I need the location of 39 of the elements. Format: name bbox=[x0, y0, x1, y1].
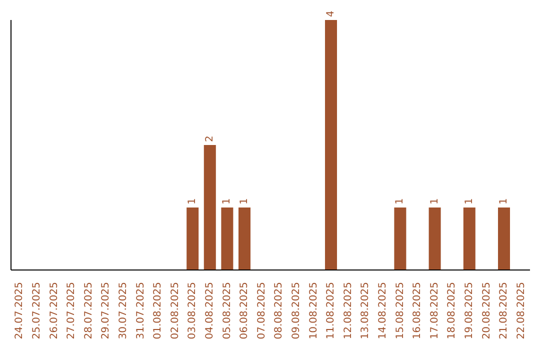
data-label: 1 bbox=[394, 198, 406, 204]
x-tick-label: 26.07.2025 bbox=[48, 282, 60, 340]
data-label: 4 bbox=[325, 10, 336, 17]
x-tick-label: 30.07.2025 bbox=[118, 282, 129, 340]
x-tick-label: 18.08.2025 bbox=[446, 282, 458, 340]
x-tick-label: 03.08.2025 bbox=[187, 282, 198, 340]
data-label: 1 bbox=[238, 198, 250, 204]
x-tick-label: 27.07.2025 bbox=[66, 282, 78, 340]
x-tick-label: 02.08.2025 bbox=[170, 282, 181, 340]
x-tick-label: 21.08.2025 bbox=[498, 282, 510, 340]
x-tick-label: 17.08.2025 bbox=[429, 282, 440, 340]
x-tick-label: 10.08.2025 bbox=[308, 282, 320, 340]
x-tick-label: 09.08.2025 bbox=[290, 282, 302, 340]
x-tick-label: 31.07.2025 bbox=[135, 282, 146, 340]
data-label: 1 bbox=[464, 198, 475, 204]
x-tick-label: 19.08.2025 bbox=[464, 282, 475, 340]
data-label: 1 bbox=[187, 198, 198, 204]
x-tick-label: 13.08.2025 bbox=[360, 282, 372, 340]
data-label: 1 bbox=[222, 198, 233, 204]
x-tick-label: 20.08.2025 bbox=[481, 282, 492, 340]
x-tick-label: 06.08.2025 bbox=[239, 282, 250, 340]
x-tick-label: 15.08.2025 bbox=[394, 282, 406, 340]
x-tick-label: 25.07.2025 bbox=[31, 282, 42, 340]
data-label: 1 bbox=[498, 198, 510, 204]
x-tick-label: 16.08.2025 bbox=[412, 282, 424, 340]
x-tick-label: 07.08.2025 bbox=[256, 282, 268, 340]
x-tick-label: 28.07.2025 bbox=[83, 282, 94, 340]
x-tick-label: 11.08.2025 bbox=[326, 282, 337, 340]
x-tick-label: 22.08.2025 bbox=[516, 282, 527, 340]
x-tick-label: 08.08.2025 bbox=[274, 282, 285, 340]
data-label: 2 bbox=[204, 136, 216, 142]
x-tick-label: 12.08.2025 bbox=[342, 282, 354, 340]
x-tick-label: 29.07.2025 bbox=[100, 282, 112, 340]
x-tick-label: 14.08.2025 bbox=[377, 282, 388, 340]
x-tick-label: 05.08.2025 bbox=[222, 282, 233, 340]
x-tick-label: 01.08.2025 bbox=[152, 282, 164, 340]
x-tick-label: 24.07.2025 bbox=[14, 282, 26, 340]
x-tick-label: 04.08.2025 bbox=[204, 282, 216, 340]
data-label: 1 bbox=[429, 198, 440, 204]
